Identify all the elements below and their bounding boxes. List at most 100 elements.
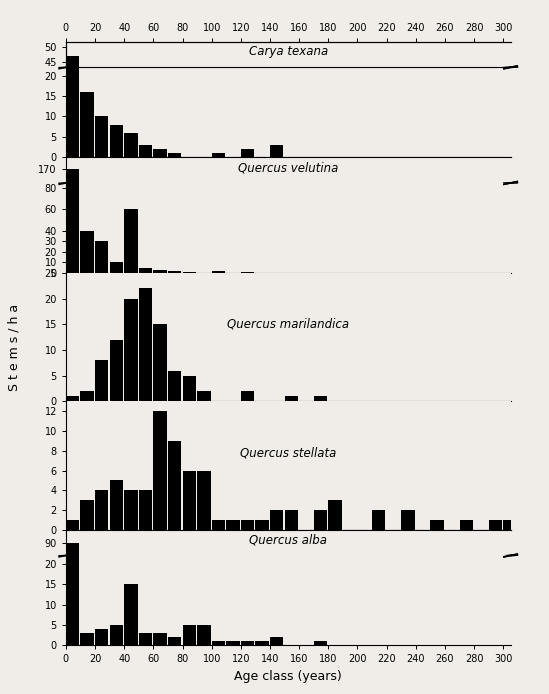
Bar xyxy=(110,480,123,530)
Bar xyxy=(124,325,138,412)
Bar xyxy=(110,625,123,645)
Bar xyxy=(212,271,225,273)
Bar xyxy=(81,92,94,158)
Bar xyxy=(81,230,94,273)
Bar xyxy=(503,520,517,530)
Bar xyxy=(168,637,181,645)
Bar xyxy=(241,641,254,645)
Bar xyxy=(241,391,254,401)
Bar xyxy=(124,584,138,645)
Bar xyxy=(66,278,79,645)
Bar xyxy=(460,520,473,530)
Bar xyxy=(95,117,109,158)
Bar xyxy=(226,641,240,645)
Bar xyxy=(241,410,254,412)
Bar xyxy=(124,173,138,190)
Bar xyxy=(313,641,327,645)
Bar xyxy=(168,153,181,158)
Bar xyxy=(139,288,152,401)
Bar xyxy=(270,182,283,190)
Bar xyxy=(139,268,152,273)
Bar xyxy=(372,510,385,530)
Bar xyxy=(212,641,225,645)
Bar xyxy=(270,510,283,530)
Bar xyxy=(212,520,225,530)
Bar xyxy=(124,298,138,401)
Bar xyxy=(66,520,79,530)
Bar xyxy=(197,625,210,645)
Bar xyxy=(182,625,196,645)
Bar xyxy=(489,520,502,530)
Bar xyxy=(182,375,196,401)
Bar xyxy=(197,391,210,401)
Bar xyxy=(139,490,152,530)
Bar xyxy=(139,182,152,190)
Bar xyxy=(182,471,196,530)
Bar xyxy=(153,412,167,530)
Bar xyxy=(241,185,254,190)
Bar xyxy=(182,272,196,273)
Bar xyxy=(153,270,167,273)
Bar xyxy=(95,629,109,645)
Bar xyxy=(124,490,138,530)
Bar xyxy=(197,471,210,530)
Bar xyxy=(139,404,152,412)
Text: Quercus stellata: Quercus stellata xyxy=(240,446,337,459)
Bar xyxy=(110,262,123,273)
Bar xyxy=(153,324,167,401)
Bar xyxy=(270,637,283,645)
Bar xyxy=(153,407,167,412)
Bar xyxy=(153,185,167,190)
Bar xyxy=(226,520,240,530)
Bar xyxy=(66,396,79,401)
Bar xyxy=(95,360,109,401)
Bar xyxy=(212,153,225,158)
Bar xyxy=(139,633,152,645)
Bar xyxy=(81,391,94,401)
Bar xyxy=(81,500,94,530)
Bar xyxy=(110,339,123,401)
Text: Quercus alba: Quercus alba xyxy=(249,534,327,547)
Bar xyxy=(66,543,79,694)
Bar xyxy=(255,520,269,530)
Bar xyxy=(255,641,269,645)
Text: Quercus marilandica: Quercus marilandica xyxy=(227,318,349,331)
Bar xyxy=(270,145,283,158)
Bar xyxy=(95,490,109,530)
Bar xyxy=(284,396,298,401)
Bar xyxy=(110,124,123,158)
Bar xyxy=(241,149,254,158)
Bar xyxy=(168,187,181,190)
Bar xyxy=(153,633,167,645)
Bar xyxy=(212,187,225,190)
Bar xyxy=(168,409,181,412)
Bar xyxy=(81,144,94,190)
Bar xyxy=(168,441,181,530)
Text: S t e m s / h a: S t e m s / h a xyxy=(7,303,20,391)
Bar xyxy=(284,510,298,530)
Bar xyxy=(66,169,79,412)
Bar xyxy=(95,369,109,412)
Bar xyxy=(168,371,181,401)
Bar xyxy=(110,397,123,412)
Bar xyxy=(95,162,109,190)
Bar xyxy=(241,272,254,273)
Bar xyxy=(124,210,138,273)
Bar xyxy=(110,167,123,190)
Text: Carya texana: Carya texana xyxy=(249,45,328,58)
Bar xyxy=(66,0,79,158)
Bar xyxy=(124,133,138,158)
Bar xyxy=(81,633,94,645)
Text: Quercus velutina: Quercus velutina xyxy=(238,161,338,174)
Bar xyxy=(241,520,254,530)
Bar xyxy=(328,500,341,530)
Bar xyxy=(66,56,79,190)
Bar xyxy=(182,410,196,412)
Bar xyxy=(168,271,181,273)
Bar xyxy=(66,93,79,273)
Bar xyxy=(313,396,327,401)
Bar xyxy=(212,409,225,412)
Bar xyxy=(81,354,94,412)
Bar xyxy=(313,510,327,530)
Bar xyxy=(153,149,167,158)
